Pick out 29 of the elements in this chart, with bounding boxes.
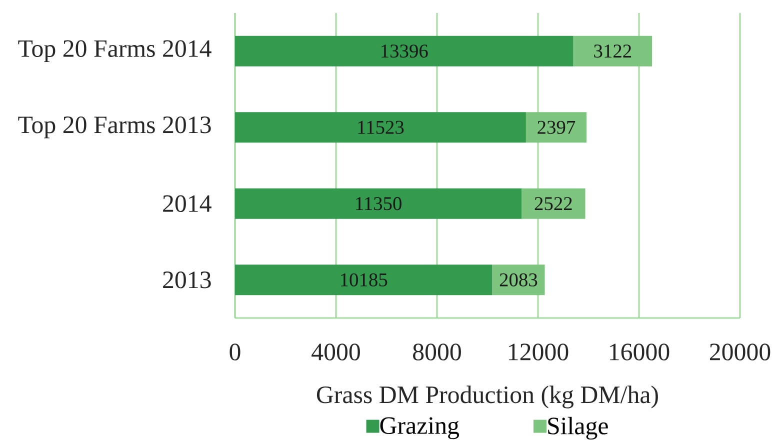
bar	[492, 264, 545, 296]
bar	[522, 188, 586, 219]
y-tick-label: 2013	[163, 271, 211, 288]
x-tick-label: 0	[230, 344, 240, 360]
data-label: 11523	[358, 120, 404, 134]
bar	[235, 112, 526, 143]
x-axis-title: Grass DM Production (kg DM/ha)	[316, 386, 658, 408]
data-label: 10185	[341, 273, 388, 286]
bar	[573, 36, 652, 66]
y-tick-label: 2014	[163, 195, 212, 212]
x-tick-label: 12000	[509, 344, 568, 360]
bar	[235, 264, 492, 296]
data-label: 2397	[538, 120, 576, 134]
data-label: 2083	[500, 273, 538, 286]
data-label: 3122	[594, 44, 632, 58]
x-tick-label: 16000	[610, 344, 670, 360]
bar	[235, 36, 574, 66]
x-tick-label: 4000	[312, 344, 360, 360]
data-label: 13396	[382, 44, 428, 58]
bar	[526, 112, 586, 143]
legend-label: Grazing	[380, 417, 460, 440]
bar	[235, 188, 522, 219]
x-tick-label: 20000	[710, 344, 770, 360]
x-tick-label: 8000	[413, 344, 461, 360]
data-label: 2522	[534, 197, 572, 210]
data-label: 11350	[356, 197, 402, 210]
legend-label: Silage	[548, 416, 608, 440]
y-tick-label: Top 20 Farms 2014	[18, 40, 212, 62]
y-tick-label: Top 20 Farms 2013	[18, 116, 211, 138]
